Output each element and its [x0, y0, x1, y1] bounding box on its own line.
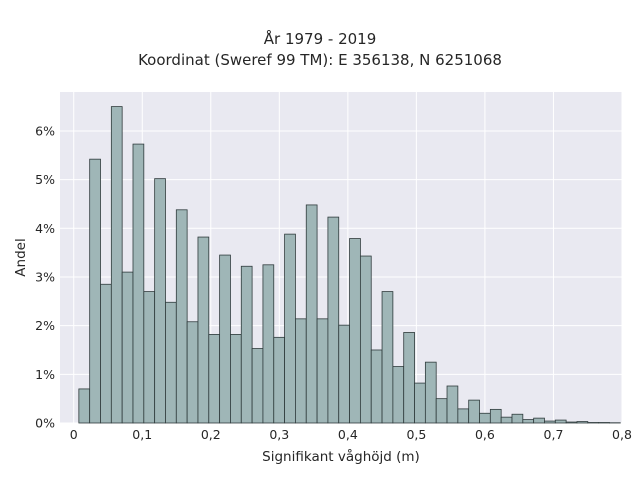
histogram-bar — [327, 216, 340, 424]
y-tick-label: 1% — [35, 367, 55, 382]
histogram-bar — [219, 254, 231, 424]
x-tick-label: 0,2 — [201, 427, 221, 442]
histogram-bar — [359, 255, 372, 424]
y-axis-ticks: 0% 1% 2% 3% 4% 5% 6% — [35, 123, 55, 430]
histogram-bar — [100, 283, 112, 424]
histogram-bar — [511, 413, 524, 424]
histogram-bar — [305, 204, 318, 424]
histogram-bar — [284, 233, 296, 424]
y-tick-label: 3% — [35, 269, 55, 284]
histogram-bar — [240, 265, 253, 424]
histogram-bar — [338, 324, 350, 424]
histogram-bar — [565, 421, 578, 424]
x-tick-label: 0,5 — [406, 427, 426, 442]
histogram-bars — [78, 106, 621, 424]
y-tick-label: 6% — [35, 123, 55, 138]
x-tick-label: 0,4 — [338, 427, 358, 442]
histogram-bar — [468, 399, 480, 424]
histogram-bar — [316, 318, 329, 424]
histogram-bar — [370, 349, 383, 424]
histogram-bar — [110, 106, 123, 424]
chart-subtitle: Koordinat (Sweref 99 TM): E 356138, N 62… — [138, 51, 502, 69]
x-tick-label: 0,3 — [269, 427, 289, 442]
histogram-bar — [295, 318, 307, 424]
histogram-bar — [533, 417, 545, 424]
x-tick-label: 0,8 — [612, 427, 632, 442]
histogram-bar — [457, 408, 470, 424]
y-tick-label: 5% — [35, 172, 55, 187]
histogram-bar — [197, 236, 210, 424]
x-tick-label: 0,7 — [544, 427, 564, 442]
histogram-bar — [175, 209, 188, 424]
x-axis-label: Signifikant våghöjd (m) — [262, 448, 420, 465]
x-axis-ticks: 0 0,1 0,2 0,3 0,4 0,5 0,6 0,7 0,8 — [70, 427, 632, 442]
chart-title: År 1979 - 2019 — [263, 30, 377, 48]
histogram-bar — [273, 336, 285, 424]
y-tick-label: 2% — [35, 318, 55, 333]
histogram-bar — [554, 419, 567, 424]
histogram-bar — [349, 238, 361, 424]
x-tick-label: 0,1 — [132, 427, 152, 442]
y-tick-label: 4% — [35, 221, 55, 236]
histogram-bar — [132, 143, 145, 424]
x-tick-label: 0,6 — [475, 427, 495, 442]
histogram-bar — [479, 412, 491, 424]
histogram-bar — [446, 385, 459, 424]
histogram-bar — [381, 291, 394, 424]
histogram-bar — [403, 332, 415, 424]
histogram-bar — [414, 382, 426, 424]
histogram-bar — [89, 158, 101, 424]
y-tick-label: 0% — [35, 416, 55, 431]
histogram-bar — [424, 361, 437, 424]
histogram-bar — [208, 334, 221, 424]
histogram-bar — [262, 264, 275, 424]
histogram-bar — [186, 321, 199, 424]
x-tick-label: 0 — [70, 427, 78, 442]
y-axis-label: Andel — [13, 238, 29, 276]
histogram-bar — [143, 291, 156, 424]
histogram-bar — [78, 388, 91, 424]
histogram-bar — [435, 398, 448, 424]
histogram-bar — [522, 419, 535, 424]
histogram-bar — [251, 348, 264, 424]
histogram-bar — [165, 301, 177, 424]
histogram-bar — [500, 416, 513, 424]
histogram-bar — [392, 366, 405, 424]
histogram-bar — [121, 271, 134, 424]
histogram-bar — [576, 421, 589, 424]
histogram-bar — [489, 408, 502, 424]
histogram-bar — [230, 334, 242, 424]
histogram-bar — [544, 420, 556, 424]
histogram-bar — [154, 178, 166, 424]
